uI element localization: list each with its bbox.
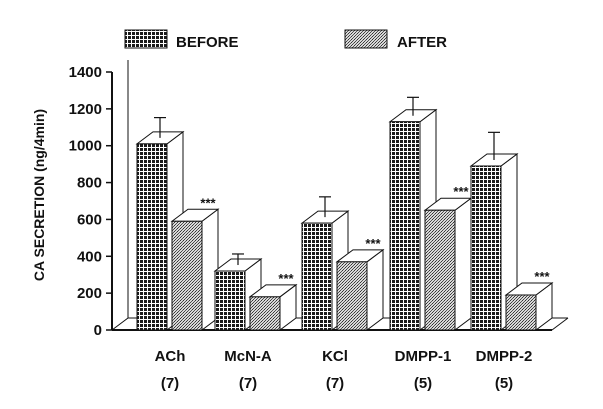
legend-swatch-after — [344, 29, 388, 49]
y-tick-label: 1000 — [69, 138, 102, 155]
x-sample-size-label: (7) — [326, 375, 344, 392]
y-tick-label: 1200 — [69, 101, 102, 118]
legend-label-before: BEFORE — [176, 34, 239, 51]
legend-swatch-before — [124, 29, 168, 49]
x-tick-label: DMPP-2 — [476, 348, 533, 365]
x-tick-label: McN-A — [224, 348, 272, 365]
x-tick-label: DMPP-1 — [395, 348, 452, 365]
y-axis-title: CA SECRETION (ng/4min) — [31, 109, 47, 281]
significance-marker: *** — [365, 236, 381, 251]
x-sample-size-label: (7) — [239, 375, 257, 392]
y-tick-label: 800 — [77, 175, 102, 192]
bars-group: *** *** *** *** *** — [135, 96, 554, 331]
legend-label-after: AFTER — [397, 34, 447, 51]
y-tick-label: 0 — [94, 322, 102, 339]
bar-after — [504, 281, 554, 331]
significance-marker: *** — [278, 271, 294, 286]
y-tick-label: 1400 — [69, 64, 102, 81]
y-tick-label: 400 — [77, 248, 102, 265]
x-sample-size-label: (7) — [161, 375, 179, 392]
significance-marker: *** — [200, 195, 216, 210]
y-tick-label: 200 — [77, 285, 102, 302]
y-tick-label: 600 — [77, 211, 102, 228]
x-sample-size-label: (5) — [495, 375, 513, 392]
bar-before — [469, 152, 519, 331]
x-tick-label: ACh — [155, 348, 186, 365]
x-axis-labels: ACh (7) McN-A (7) KCl (7) DMPP-1 (5) DMPP-2 (5) — [155, 348, 533, 392]
bar-after — [423, 197, 473, 331]
bar-after — [248, 283, 298, 331]
bar-after — [170, 208, 220, 331]
x-tick-label: KCl — [322, 348, 348, 365]
significance-marker: *** — [453, 184, 469, 199]
floor-right-edge — [551, 317, 569, 331]
legend: BEFORE AFTER — [124, 29, 447, 51]
significance-marker: *** — [534, 269, 550, 284]
x-sample-size-label: (5) — [414, 375, 432, 392]
bar-after — [335, 248, 385, 331]
back-wall-edge — [111, 60, 129, 331]
